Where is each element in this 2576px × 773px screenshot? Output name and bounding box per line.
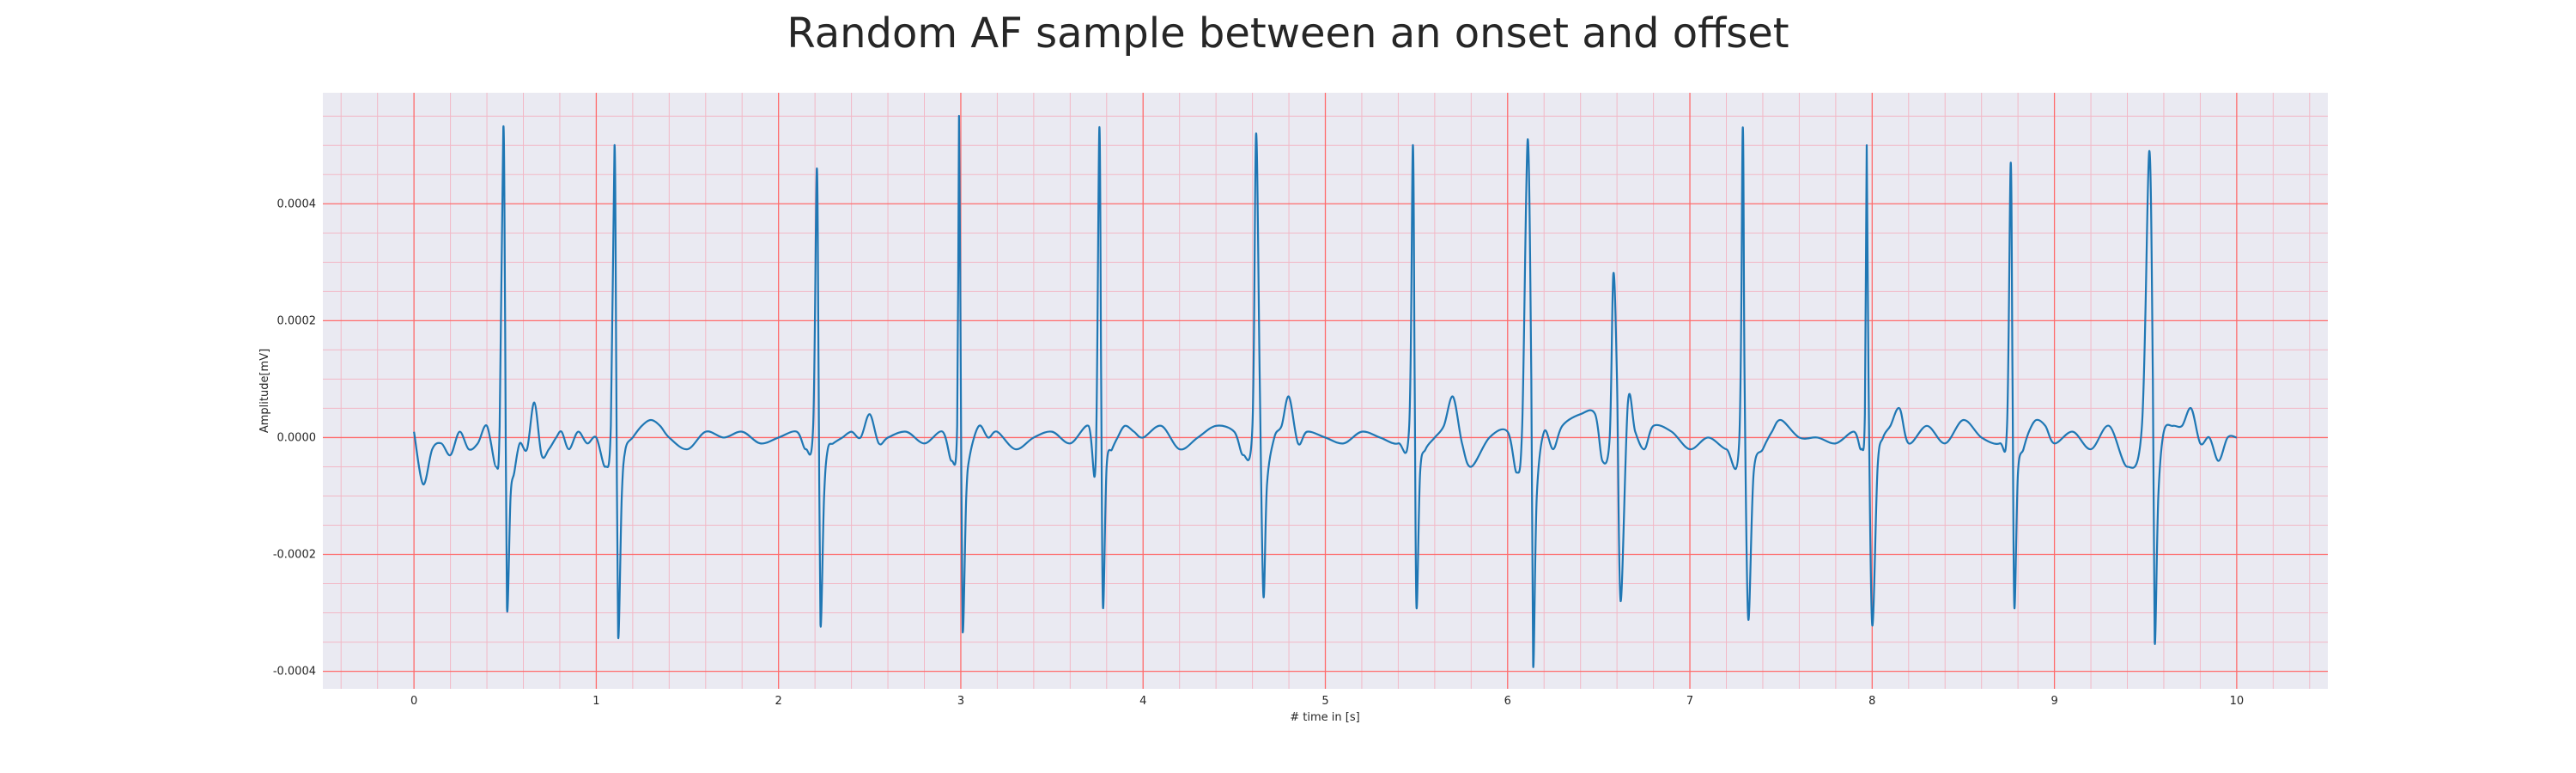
y-tick-label: -0.0004 (273, 666, 316, 679)
y-tick-label: 0.0002 (277, 314, 317, 327)
y-tick-label: 0.0004 (277, 198, 317, 210)
x-tick-label: 0 (410, 695, 417, 708)
x-axis-label: # time in [s] (1290, 711, 1359, 724)
x-tick-label: 3 (957, 695, 964, 708)
y-axis-ticks: -0.0004 -0.0002 0.0000 0.0002 0.0004 (273, 198, 316, 678)
x-tick-label: 10 (2230, 695, 2245, 708)
x-tick-label: 4 (1139, 695, 1146, 708)
y-axis-label: Amplitude[mV] (258, 349, 271, 433)
x-tick-label: 1 (592, 695, 599, 708)
x-tick-label: 9 (2050, 695, 2057, 708)
x-tick-label: 2 (775, 695, 782, 708)
series-layer (413, 115, 2238, 668)
chart-title: Random AF sample between an onset and of… (787, 9, 1789, 58)
x-tick-label: 6 (1504, 695, 1511, 708)
major-grid (323, 93, 2328, 689)
x-tick-label: 5 (1321, 695, 1328, 708)
y-tick-label: 0.0000 (277, 431, 317, 444)
y-tick-label: -0.0002 (273, 549, 316, 562)
x-tick-label: 8 (1868, 695, 1875, 708)
x-axis-ticks: 0 1 2 3 4 5 6 7 8 9 10 (410, 695, 2244, 708)
x-tick-label: 7 (1686, 695, 1693, 708)
ecg-signal-line (413, 115, 2238, 668)
